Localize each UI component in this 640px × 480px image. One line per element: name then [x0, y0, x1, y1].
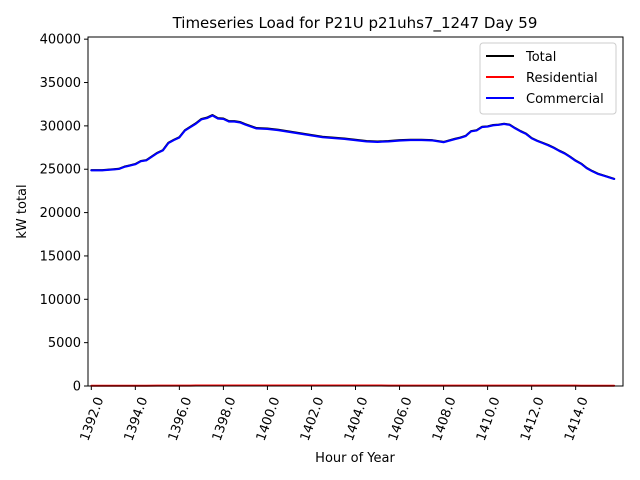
legend-label-residential: Residential: [526, 71, 598, 86]
y-tick-label: 5000: [48, 336, 81, 351]
y-tick-label: 20000: [40, 206, 81, 221]
legend-label-commercial: Commercial: [526, 92, 604, 107]
y-tick-label: 25000: [40, 163, 81, 178]
plot-frame: [87, 36, 624, 387]
y-tick-label: 35000: [40, 76, 81, 91]
y-tick-label: 10000: [40, 293, 81, 308]
y-tick-label: 40000: [40, 33, 81, 48]
x-axis-title: Hour of Year: [315, 451, 395, 466]
y-tick-label: 30000: [40, 119, 81, 134]
series-line-commercial: [90, 114, 616, 181]
y-tick-label: 0: [73, 380, 81, 395]
chart-title: Timeseries Load for P21U p21uhs7_1247 Da…: [172, 14, 538, 33]
legend-box: [479, 42, 617, 115]
y-axis-title: kW total: [15, 184, 30, 238]
y-tick-label: 15000: [40, 249, 81, 264]
legend: Total Residential Commercial: [479, 42, 617, 115]
legend-label-total: Total: [525, 50, 556, 65]
